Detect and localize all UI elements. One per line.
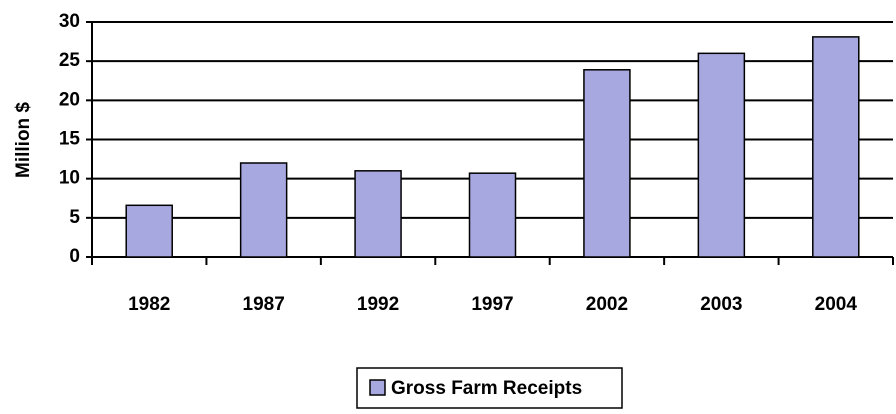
- x-tick-label: 1997: [471, 294, 513, 315]
- x-tick-label: 2003: [700, 294, 742, 315]
- bar: [239, 162, 288, 258]
- y-tick-label: 30: [59, 11, 80, 32]
- x-tick-label: 1987: [243, 294, 285, 315]
- y-tick-label: 10: [59, 168, 80, 189]
- y-tick-label: 0: [69, 246, 80, 267]
- y-tick-label: 5: [69, 207, 80, 228]
- x-tick-label: 2004: [815, 294, 858, 315]
- bar: [812, 36, 860, 258]
- bar: [354, 170, 402, 258]
- x-tick-label: 2002: [586, 294, 628, 315]
- y-tick-label: 15: [59, 129, 81, 150]
- y-axis-label: Million $: [13, 102, 34, 178]
- bar: [468, 172, 517, 258]
- legend-label: Gross Farm Receipts: [391, 378, 582, 399]
- legend-swatch: [369, 379, 386, 396]
- y-tick-label: 20: [59, 89, 80, 110]
- bar: [583, 69, 631, 258]
- bar: [125, 204, 173, 258]
- y-tick-label: 25: [59, 50, 81, 71]
- bar: [697, 52, 746, 258]
- legend-box: [356, 367, 623, 409]
- x-tick-label: 1982: [128, 294, 170, 315]
- x-tick-label: 1992: [357, 294, 399, 315]
